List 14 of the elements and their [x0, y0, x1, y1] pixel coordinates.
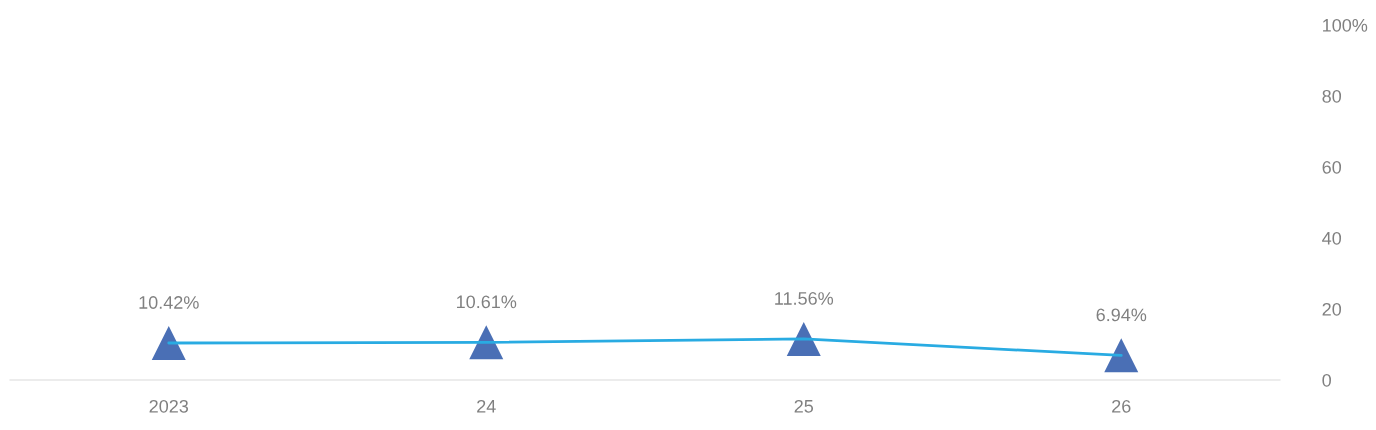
data-label: 6.94% [1096, 308, 1147, 322]
y-tick-label: 80 [1322, 89, 1342, 103]
x-tick-label: 2023 [149, 399, 189, 413]
data-label: 11.56% [775, 292, 834, 305]
x-tick-label: 26 [1112, 399, 1131, 413]
x-tick-label: 25 [794, 399, 814, 413]
data-label: 10.61% [457, 295, 517, 309]
y-tick-label: 0 [1322, 373, 1331, 387]
y-tick-label: 100% [1323, 18, 1368, 32]
y-tick-label: 60 [1322, 160, 1342, 174]
x-tick-label: 24 [477, 399, 496, 413]
data-label: 10.42% [139, 296, 199, 309]
y-tick-label: 40 [1322, 231, 1342, 245]
y-tick-label: 20 [1322, 302, 1342, 316]
